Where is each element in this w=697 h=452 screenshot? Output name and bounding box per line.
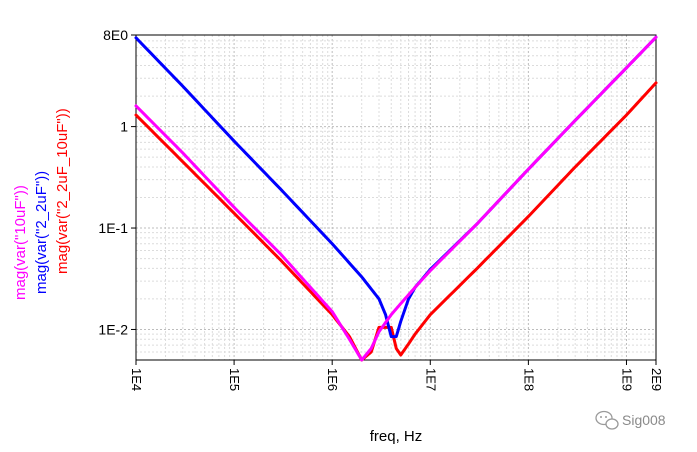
x-tick-label: 1E5 [227, 368, 242, 391]
watermark: Sig008 [595, 410, 666, 430]
legend-entry-2-2uF-10uF: mag(var("2_2uF_10uF")) [54, 108, 71, 274]
legend-entry-2-2uF: mag(var("2_2uF")) [33, 171, 50, 294]
x-tick-label: 1E6 [325, 368, 340, 391]
y-tick-label: 1E-1 [98, 220, 128, 236]
x-axis-label: freq, Hz [370, 428, 423, 445]
legend: mag(var("10uF")) mag(var("2_2uF")) mag(v… [12, 108, 71, 300]
x-tick-label: 1E9 [619, 368, 634, 391]
plot-frame [135, 34, 657, 361]
grid [136, 35, 656, 360]
x-axis-ticks: 1E4 1E5 1E6 1E7 1E8 1E9 2E9 [129, 360, 664, 391]
y-axis-ticks: 8E0 1 1E-1 1E-2 [98, 27, 136, 337]
y-tick-label: 8E0 [103, 27, 128, 43]
y-tick-label: 1 [120, 119, 128, 135]
x-tick-label: 1E4 [129, 368, 144, 391]
x-tick-label: 2E9 [649, 368, 664, 391]
series-line-2 [134, 81, 658, 362]
watermark-text: Sig008 [622, 412, 666, 428]
series-lines [134, 35, 658, 362]
x-tick-label: 1E8 [521, 368, 536, 391]
x-tick-label: 1E7 [423, 368, 438, 391]
series-line-0 [134, 35, 658, 362]
y-tick-label: 1E-2 [98, 321, 128, 337]
wechat-icon [595, 410, 619, 430]
legend-entry-10uF: mag(var("10uF")) [12, 185, 29, 300]
